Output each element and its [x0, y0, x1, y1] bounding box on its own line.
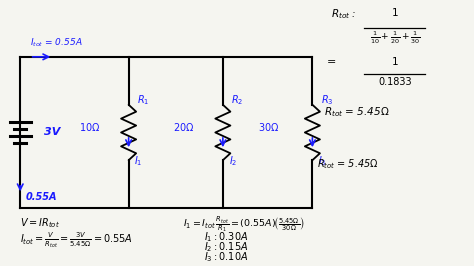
Text: $I_{tot}$ = 0.55A: $I_{tot}$ = 0.55A — [30, 37, 82, 49]
Text: $V = IR_{tot}$: $V = IR_{tot}$ — [20, 216, 60, 230]
Text: $R_{tot}$ = 5.45$\Omega$: $R_{tot}$ = 5.45$\Omega$ — [324, 105, 390, 119]
Text: $I_2 : 0.15A$: $I_2 : 0.15A$ — [204, 240, 248, 254]
Text: $30\Omega$: $30\Omega$ — [258, 122, 279, 134]
Text: $I_2$: $I_2$ — [228, 154, 237, 168]
Text: $I_1$: $I_1$ — [134, 154, 143, 168]
Text: $I_3 : 0.10A$: $I_3 : 0.10A$ — [204, 250, 248, 264]
Text: $I_{tot} = \frac{V}{R_{tot}} = \frac{3V}{5.45\Omega} = 0.55A$: $I_{tot} = \frac{V}{R_{tot}} = \frac{3V}… — [20, 231, 133, 250]
Text: $I_1 = I_{tot}\,\frac{R_{tot}}{R_1}=(0.55A)\!\left(\frac{5.45\Omega}{30\,\Omega}: $I_1 = I_{tot}\,\frac{R_{tot}}{R_1}=(0.5… — [183, 216, 304, 235]
Text: 0.1833: 0.1833 — [378, 77, 412, 87]
Text: 1: 1 — [392, 57, 398, 67]
Text: $I_3$: $I_3$ — [318, 154, 327, 168]
Text: $R_1$: $R_1$ — [137, 93, 149, 107]
Text: $20\Omega$: $20\Omega$ — [173, 122, 195, 134]
Text: 1: 1 — [392, 8, 398, 18]
Text: $10\Omega$: $10\Omega$ — [79, 122, 100, 134]
Text: $I_1 : 0.30A$: $I_1 : 0.30A$ — [204, 230, 248, 244]
Text: $R_{tot}$ = 5.45$\Omega$: $R_{tot}$ = 5.45$\Omega$ — [317, 158, 379, 172]
Text: $R_{tot}$ :: $R_{tot}$ : — [331, 8, 357, 22]
Text: 3V: 3V — [44, 127, 60, 138]
Text: 0.55A: 0.55A — [26, 192, 57, 202]
Text: =: = — [327, 57, 336, 67]
Text: $R_3$: $R_3$ — [321, 93, 333, 107]
Text: $R_2$: $R_2$ — [231, 93, 244, 107]
Text: $\frac{1}{10}+\frac{1}{20}+\frac{1}{30}$: $\frac{1}{10}+\frac{1}{20}+\frac{1}{30}$ — [370, 30, 420, 46]
